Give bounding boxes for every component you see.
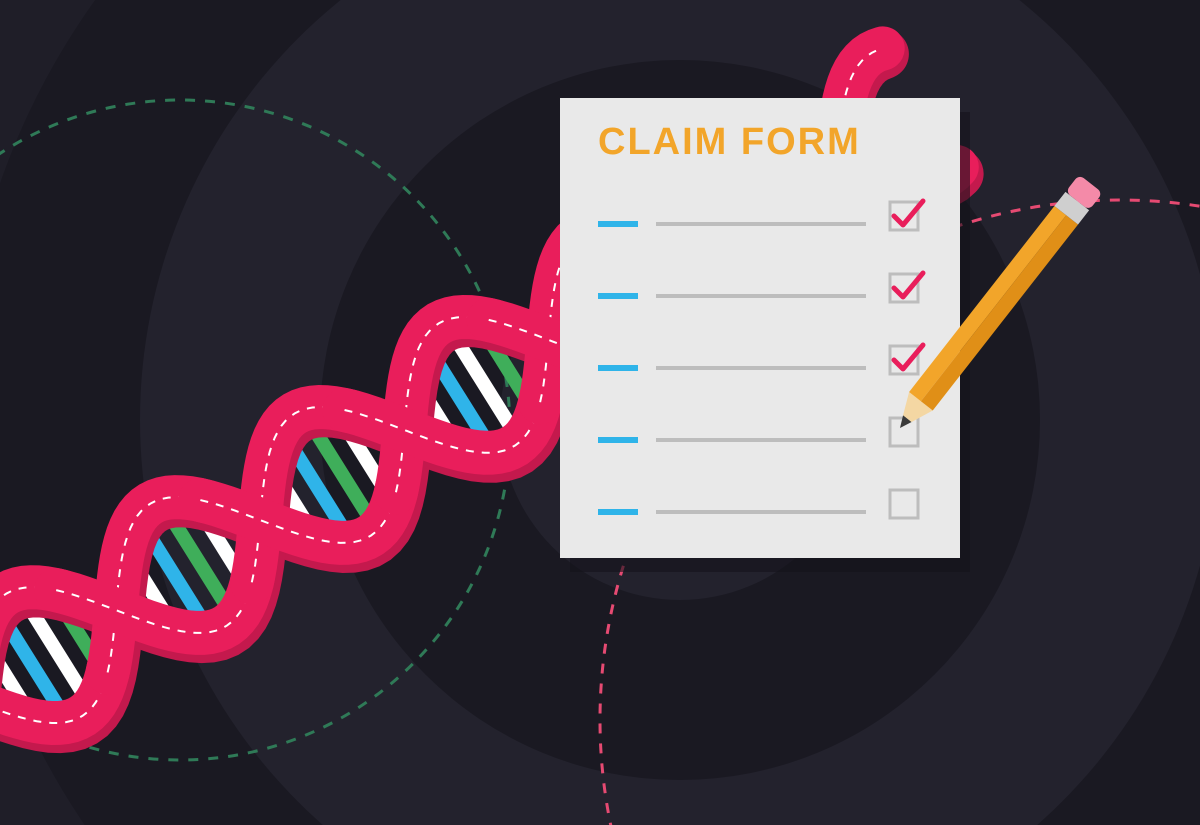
row-line [656, 222, 866, 226]
row-line [656, 510, 866, 514]
row-label-bar [598, 437, 638, 443]
infographic-stage: CLAIM FORM [0, 0, 1200, 825]
row-label-bar [598, 509, 638, 515]
claim-form: CLAIM FORM [560, 98, 970, 572]
row-label-bar [598, 293, 638, 299]
row-line [656, 366, 866, 370]
form-title: CLAIM FORM [598, 121, 861, 163]
scene-svg: CLAIM FORM [0, 0, 1200, 825]
row-label-bar [598, 365, 638, 371]
row-line [656, 294, 866, 298]
row-line [656, 438, 866, 442]
row-label-bar [598, 221, 638, 227]
